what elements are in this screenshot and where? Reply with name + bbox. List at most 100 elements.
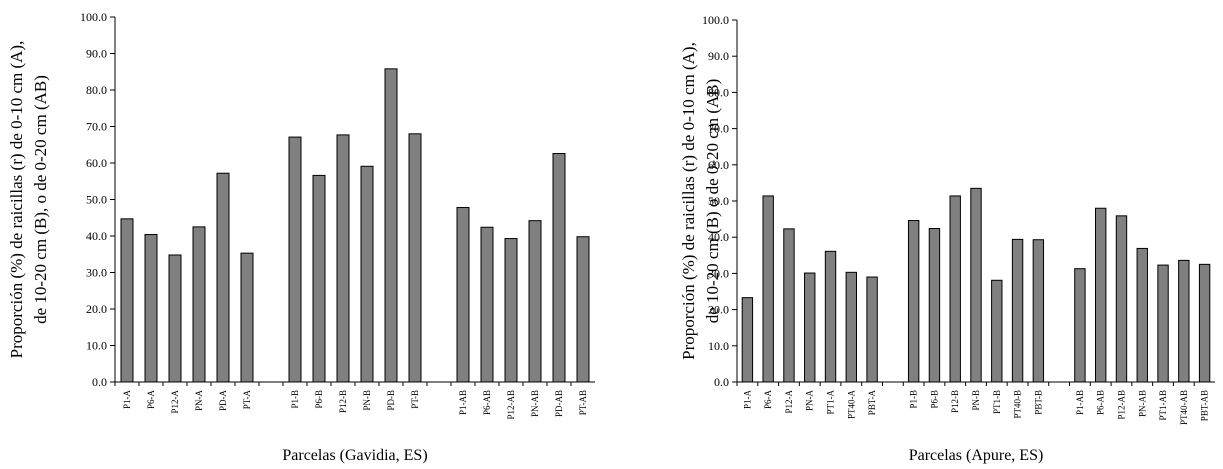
y-tick-label: 50.0 bbox=[86, 193, 107, 207]
x-tick-label: P1-B bbox=[290, 390, 300, 409]
bar bbox=[312, 174, 326, 383]
y-axis-label: de 10-20 cm (B) o de 0-20 cm (AB) bbox=[703, 79, 722, 324]
bar bbox=[1136, 247, 1148, 383]
bar bbox=[360, 165, 374, 383]
x-tick-label: P1-AB bbox=[458, 390, 468, 415]
bar bbox=[192, 226, 206, 383]
bar bbox=[336, 134, 350, 383]
y-tick-label: 40.0 bbox=[708, 230, 729, 244]
bar bbox=[528, 220, 542, 383]
bar bbox=[216, 172, 230, 383]
x-tick-label: PD-B bbox=[386, 390, 396, 411]
y-tick-label: 0.0 bbox=[714, 375, 729, 389]
x-axis-label: Parcelas (Gavidia, ES) bbox=[282, 447, 427, 464]
y-axis-label: Proporción (%) de raicillas (r) de 0-10 … bbox=[679, 42, 698, 360]
x-tick-label: PBT-B bbox=[1033, 390, 1043, 415]
x-tick-label: PBT-A bbox=[867, 390, 877, 416]
bar bbox=[783, 228, 795, 383]
x-tick-label: P6-AB bbox=[1096, 390, 1106, 415]
x-tick-label: PD-AB bbox=[554, 390, 564, 417]
x-tick-label: P1-AB bbox=[1075, 390, 1085, 415]
x-tick-label: PN-A bbox=[805, 390, 815, 412]
y-tick-label: 20.0 bbox=[708, 303, 729, 317]
x-tick-label: PT40-A bbox=[846, 390, 856, 420]
x-tick-label: P6-A bbox=[763, 390, 773, 410]
bar bbox=[824, 250, 837, 383]
bar bbox=[1011, 238, 1024, 383]
bar bbox=[1115, 215, 1128, 383]
y-axis-label: Proporción (%) de raicillas (r) de 0-10 … bbox=[7, 41, 26, 359]
x-tick-label: P1-B bbox=[909, 390, 919, 409]
x-tick-label: P6-AB bbox=[482, 390, 492, 415]
bar bbox=[480, 226, 494, 383]
bar bbox=[456, 207, 470, 383]
bar bbox=[504, 238, 518, 383]
bar bbox=[1178, 259, 1190, 383]
x-tick-label: PT1-AB bbox=[1158, 390, 1168, 421]
x-tick-label: PT1-A bbox=[826, 390, 836, 415]
y-tick-label: 80.0 bbox=[708, 85, 729, 99]
x-tick-label: P6-B bbox=[314, 390, 324, 409]
y-tick-label: 0.0 bbox=[92, 375, 107, 389]
y-tick-label: 30.0 bbox=[708, 266, 729, 280]
x-tick-label: P12-B bbox=[338, 390, 348, 413]
x-tick-label: P12-AB bbox=[506, 390, 516, 420]
x-tick-label: P12-A bbox=[170, 390, 180, 414]
y-tick-label: 80.0 bbox=[86, 83, 107, 97]
bar bbox=[949, 195, 961, 383]
bar bbox=[845, 271, 858, 383]
bar bbox=[1198, 263, 1211, 383]
x-tick-label: PT-B bbox=[410, 390, 420, 409]
x-tick-label: PT-A bbox=[242, 390, 252, 410]
y-tick-label: 30.0 bbox=[86, 266, 107, 280]
y-tick-label: 70.0 bbox=[708, 122, 729, 136]
y-axis-label: de 10-20 cm (B), o de 0-20 cm (AB) bbox=[31, 75, 50, 324]
x-tick-label: P1-A bbox=[742, 390, 752, 410]
bar bbox=[384, 68, 398, 383]
bar bbox=[1074, 268, 1086, 383]
bar bbox=[240, 252, 254, 383]
bar bbox=[288, 136, 302, 383]
x-axis-label: Parcelas (Apure, ES) bbox=[909, 447, 1044, 464]
y-tick-label: 100.0 bbox=[80, 10, 107, 24]
y-tick-label: 60.0 bbox=[708, 158, 729, 172]
x-tick-label: P1-A bbox=[122, 390, 132, 410]
bar bbox=[907, 220, 920, 383]
x-tick-label: PT40-AB bbox=[1179, 390, 1189, 425]
x-tick-label: P12-A bbox=[784, 390, 794, 414]
y-tick-label: 20.0 bbox=[86, 302, 107, 316]
x-tick-label: PN-A bbox=[194, 390, 204, 412]
x-tick-label: PN-B bbox=[971, 390, 981, 411]
bar bbox=[804, 272, 816, 383]
bar bbox=[762, 195, 774, 383]
bar bbox=[1095, 207, 1107, 383]
x-tick-label: PT1-B bbox=[992, 390, 1002, 414]
y-tick-label: 60.0 bbox=[86, 156, 107, 170]
bar bbox=[970, 187, 982, 383]
bar bbox=[576, 236, 590, 383]
x-tick-label: PD-A bbox=[218, 390, 228, 412]
y-tick-label: 100.0 bbox=[702, 13, 729, 27]
x-tick-label: PN-AB bbox=[530, 390, 540, 417]
y-tick-label: 90.0 bbox=[708, 49, 729, 63]
bar bbox=[741, 297, 754, 383]
x-tick-label: P12-B bbox=[950, 390, 960, 413]
x-tick-label: P6-B bbox=[929, 390, 939, 409]
x-tick-label: PN-B bbox=[362, 390, 372, 411]
bar bbox=[1157, 264, 1169, 383]
y-tick-label: 90.0 bbox=[86, 47, 107, 61]
y-tick-label: 10.0 bbox=[86, 339, 107, 353]
x-tick-label: PBT-AB bbox=[1200, 390, 1210, 421]
y-tick-label: 70.0 bbox=[86, 120, 107, 134]
x-tick-label: P12-AB bbox=[1116, 390, 1126, 420]
bar bbox=[120, 218, 134, 383]
bar bbox=[408, 133, 422, 383]
x-tick-label: PN-AB bbox=[1137, 390, 1147, 417]
bar bbox=[928, 228, 941, 383]
bar bbox=[1032, 239, 1045, 383]
bar bbox=[991, 279, 1003, 383]
bar bbox=[866, 276, 878, 383]
x-tick-label: PT-AB bbox=[578, 390, 588, 415]
